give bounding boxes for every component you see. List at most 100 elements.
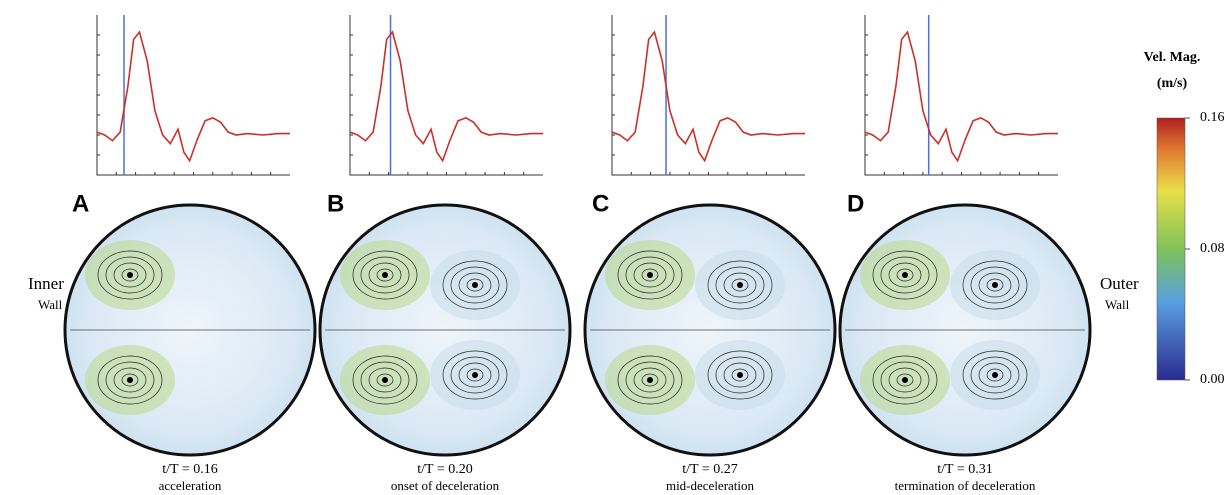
- vessel-wall: [318, 203, 572, 457]
- colorbar-title: Vel. Mag.: [1144, 50, 1201, 65]
- phase-label: acceleration: [159, 478, 222, 493]
- streamline: [376, 373, 394, 387]
- time-label: t/T = 0.31: [937, 462, 992, 477]
- phase-label: onset of deceleration: [391, 478, 500, 493]
- streamline: [368, 262, 402, 288]
- colorbar-tick-label: 0.16: [1200, 110, 1225, 125]
- streamline: [970, 356, 1020, 394]
- colorbar-title: (m/s): [1157, 76, 1188, 91]
- vessel-wall: [63, 203, 317, 457]
- outer-label: Wall: [1105, 297, 1130, 312]
- streamline: [880, 361, 930, 399]
- streamline: [113, 367, 147, 393]
- streamline: [105, 361, 155, 399]
- streamline: [962, 350, 1028, 400]
- panel-letter: B: [327, 190, 344, 217]
- streamline: [707, 260, 773, 310]
- panel-letter: D: [847, 190, 864, 217]
- streamline: [707, 350, 773, 400]
- streamline: [723, 272, 757, 298]
- vortex-core: [737, 282, 743, 288]
- vortex-core: [992, 282, 998, 288]
- streamline: [617, 250, 683, 300]
- streamline: [458, 362, 492, 388]
- streamline: [458, 272, 492, 298]
- streamline: [715, 356, 765, 394]
- vessel-wall: [583, 203, 837, 457]
- streamline: [121, 373, 139, 387]
- panel-letter: C: [592, 190, 609, 217]
- streamline: [360, 256, 410, 294]
- streamline: [978, 362, 1012, 388]
- streamline: [442, 260, 508, 310]
- inner-label: Wall: [38, 297, 63, 312]
- streamline: [121, 268, 139, 282]
- streamline: [450, 266, 500, 304]
- vortex-core: [472, 282, 478, 288]
- streamline: [872, 250, 938, 300]
- streamline: [376, 268, 394, 282]
- streamline: [113, 262, 147, 288]
- vortex-core: [647, 377, 653, 383]
- inner-label: Inner: [28, 274, 64, 293]
- vortex-core: [902, 377, 908, 383]
- axis: [96, 15, 290, 176]
- axis: [864, 15, 1058, 176]
- streamline: [872, 355, 938, 405]
- streamline: [888, 367, 922, 393]
- waveform: [96, 30, 290, 163]
- streamline: [466, 368, 484, 382]
- waveform: [349, 30, 543, 163]
- streamline: [978, 272, 1012, 298]
- waveform: [611, 30, 805, 163]
- phase-label: termination of deceleration: [895, 478, 1036, 493]
- streamline: [962, 260, 1028, 310]
- streamline: [442, 350, 508, 400]
- streamline: [450, 356, 500, 394]
- streamline: [731, 278, 749, 292]
- streamline: [625, 256, 675, 294]
- streamline: [896, 373, 914, 387]
- streamline: [352, 250, 418, 300]
- streamline: [986, 278, 1004, 292]
- time-label: t/T = 0.20: [417, 462, 472, 477]
- axis: [611, 15, 805, 176]
- waveform: [864, 30, 1058, 163]
- streamline: [368, 367, 402, 393]
- streamline: [970, 266, 1020, 304]
- streamline: [641, 268, 659, 282]
- flow-structures: [325, 240, 565, 415]
- streamline: [641, 373, 659, 387]
- vortex-core: [992, 372, 998, 378]
- streamline: [715, 266, 765, 304]
- streamline: [986, 368, 1004, 382]
- axis: [349, 15, 543, 176]
- vortex-core: [382, 377, 388, 383]
- vortex-core: [647, 272, 653, 278]
- streamline: [466, 278, 484, 292]
- vortex-core: [472, 372, 478, 378]
- vortex-core: [127, 272, 133, 278]
- streamline: [97, 250, 163, 300]
- streamline: [617, 355, 683, 405]
- streamline: [625, 361, 675, 399]
- vortex-core: [127, 377, 133, 383]
- flow-structures: [590, 240, 830, 415]
- streamline: [633, 367, 667, 393]
- vessel-wall: [838, 203, 1092, 457]
- vortex-core: [382, 272, 388, 278]
- streamline: [723, 362, 757, 388]
- colorbar-tick-label: 0.00: [1200, 372, 1225, 387]
- streamline: [97, 355, 163, 405]
- phase-label: mid-deceleration: [666, 478, 755, 493]
- vortex-core: [737, 372, 743, 378]
- time-label: t/T = 0.27: [682, 462, 737, 477]
- streamline: [105, 256, 155, 294]
- flow-structures: [845, 240, 1085, 415]
- flow-structures: [70, 240, 310, 415]
- streamline: [360, 361, 410, 399]
- colorbar-tick-label: 0.08: [1200, 241, 1225, 256]
- outer-label: Outer: [1100, 274, 1139, 293]
- streamline: [888, 262, 922, 288]
